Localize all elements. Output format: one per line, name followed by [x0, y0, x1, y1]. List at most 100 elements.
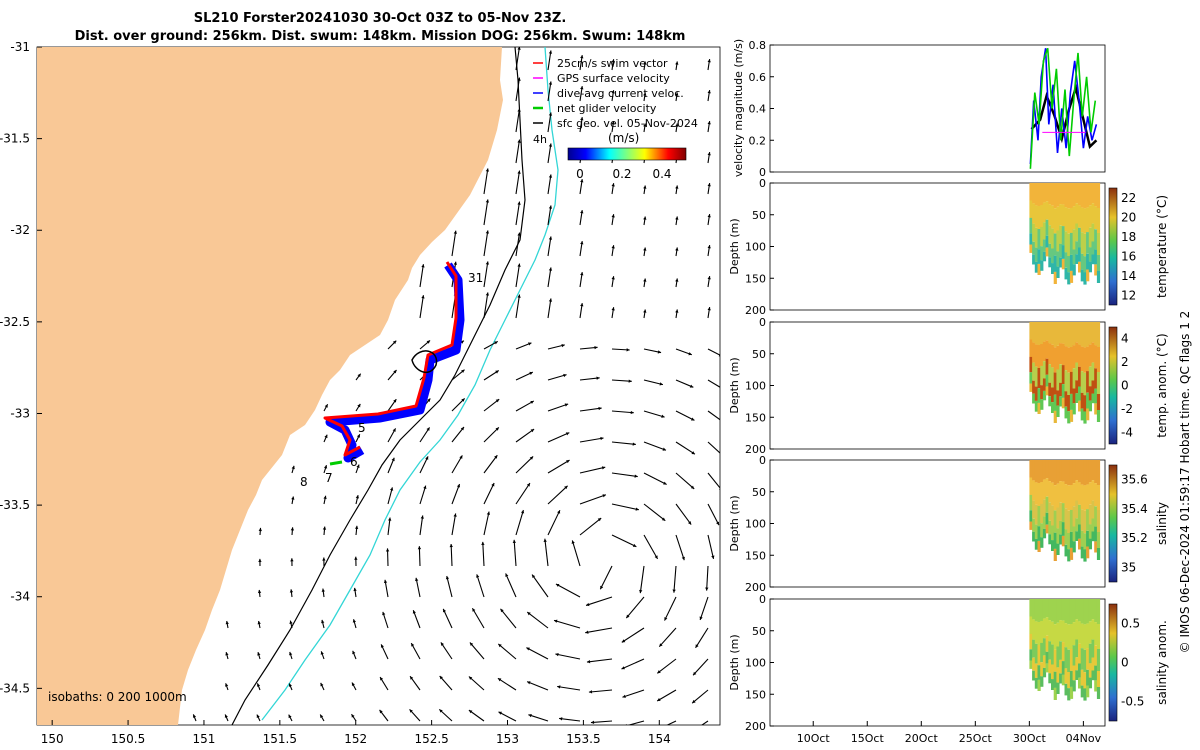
velocity-arrow-shaft: [675, 503, 692, 525]
velocity-arrow-head: [257, 589, 262, 594]
velocity-arrow-shaft: [500, 608, 517, 629]
section-cell: [1064, 460, 1068, 485]
velocity-arrow-head: [675, 309, 679, 313]
section-cell: [1045, 322, 1049, 341]
section-cell: [1083, 347, 1087, 373]
section-colorbar: [1108, 187, 1118, 306]
section-cell: [1048, 599, 1052, 621]
section-cell: [1037, 599, 1041, 622]
velocity-arrow-head: [357, 403, 361, 408]
velocity-arrow-head: [707, 307, 711, 311]
velocity-arrow-head: [517, 139, 521, 143]
velocity-arrow-head: [557, 510, 561, 514]
velocity-arrow-shaft: [515, 47, 521, 71]
velocity-arrow-shaft: [699, 596, 709, 621]
velocity-arrow-head: [707, 90, 711, 94]
section-ytick-label: 200: [745, 720, 766, 733]
map-xtick-label: 150: [41, 732, 64, 746]
section-cell: [1083, 533, 1087, 550]
velocity-arrow-head: [681, 556, 685, 561]
velocity-arrow-head: [393, 399, 397, 403]
section-cell: [1034, 183, 1038, 206]
section-cell: [1067, 395, 1071, 412]
velocity-arrow-head: [548, 81, 553, 85]
velocity-arrow-shaft: [611, 379, 632, 382]
track-green: [329, 460, 343, 466]
section-cell: [1088, 643, 1092, 664]
velocity-arrow-head: [320, 714, 324, 719]
velocity-arrow-head: [571, 540, 575, 544]
map-ytick-label: -32: [10, 223, 30, 237]
section-cell: [1078, 643, 1082, 664]
section-cell: [1086, 623, 1090, 649]
section-cell: [1088, 261, 1092, 273]
velocity-arrow-head: [659, 643, 663, 647]
section-cell: [1083, 510, 1087, 534]
velocity-arrow-head: [322, 526, 327, 530]
section-cell: [1078, 504, 1082, 525]
velocity-arrow-head: [675, 278, 679, 282]
section-cell: [1059, 599, 1063, 621]
section-cell: [1040, 460, 1044, 482]
section-cell: [1080, 269, 1084, 282]
section-cell: [1037, 249, 1041, 264]
velocity-arrow-shaft: [707, 534, 715, 559]
section-cell: [1075, 518, 1079, 532]
section-cell: [1094, 345, 1098, 369]
velocity-arrow-head: [421, 295, 425, 299]
section-cell: [1080, 648, 1084, 670]
velocity-arrow-head: [291, 496, 295, 500]
colorbar-label: salinity anom.: [1155, 620, 1169, 705]
velocity-arrow-head: [485, 261, 490, 265]
section-cell: [1040, 523, 1044, 538]
section-cell: [1051, 322, 1055, 345]
section-cell: [1042, 528, 1047, 539]
section-cell: [1064, 322, 1068, 347]
section-cell: [1067, 272, 1071, 285]
section-cell: [1061, 204, 1065, 227]
section-ylabel: Depth (m): [728, 218, 741, 274]
section-cell: [1040, 537, 1044, 548]
velocity-arrow-head: [526, 483, 530, 487]
section-cell: [1061, 620, 1065, 643]
section-cell: [1091, 342, 1095, 363]
map-panel: 4h 31 5 6 7 8 25cm/s swim vector GPS sur…: [0, 40, 721, 746]
section-cell: [1061, 535, 1065, 547]
section-cell: [1096, 532, 1101, 548]
velocity-arrow-head: [585, 630, 589, 634]
section-cell: [1042, 202, 1047, 223]
section-cell: [1096, 460, 1101, 485]
section-cell: [1067, 183, 1071, 209]
section-ytick-label: 150: [745, 549, 766, 562]
velocity-arrow-shaft: [621, 627, 645, 643]
velocity-arrow-head: [512, 539, 517, 544]
section-cell: [1096, 548, 1101, 560]
section-cell: [1067, 688, 1071, 701]
velocity-arrow-head: [354, 525, 359, 529]
section-cell: [1064, 346, 1068, 371]
section-cell: [1075, 342, 1079, 363]
velocity-arrow-head: [675, 247, 679, 251]
velocity-arrow-head: [258, 558, 262, 562]
section-cell: [1037, 229, 1041, 250]
section-cell: [1032, 393, 1036, 404]
section-cell: [1048, 520, 1052, 535]
velocity-arrow-head: [687, 521, 692, 525]
velocity-arrow-head: [600, 585, 604, 590]
footer-credit: © IMOS 06-Dec-2024 01:59:17 Hobart time.…: [1178, 311, 1192, 654]
velocity-series-black: [1030, 83, 1098, 150]
section-cell: [1072, 345, 1076, 369]
section-cell: [1083, 183, 1087, 209]
velocity-arrow-shaft: [599, 565, 613, 590]
section-cell: [1042, 460, 1047, 480]
section-cell: [1051, 205, 1055, 229]
section-cell: [1029, 649, 1033, 661]
section-cell: [1078, 677, 1082, 689]
section-cell: [1096, 671, 1101, 687]
section-cell: [1096, 322, 1101, 347]
section-cell: [1072, 183, 1076, 207]
section-cell: [1086, 322, 1090, 347]
velocity-arrow-head: [256, 683, 261, 687]
annotation-4h: 4h: [533, 133, 547, 146]
section-cell: [1051, 621, 1055, 645]
